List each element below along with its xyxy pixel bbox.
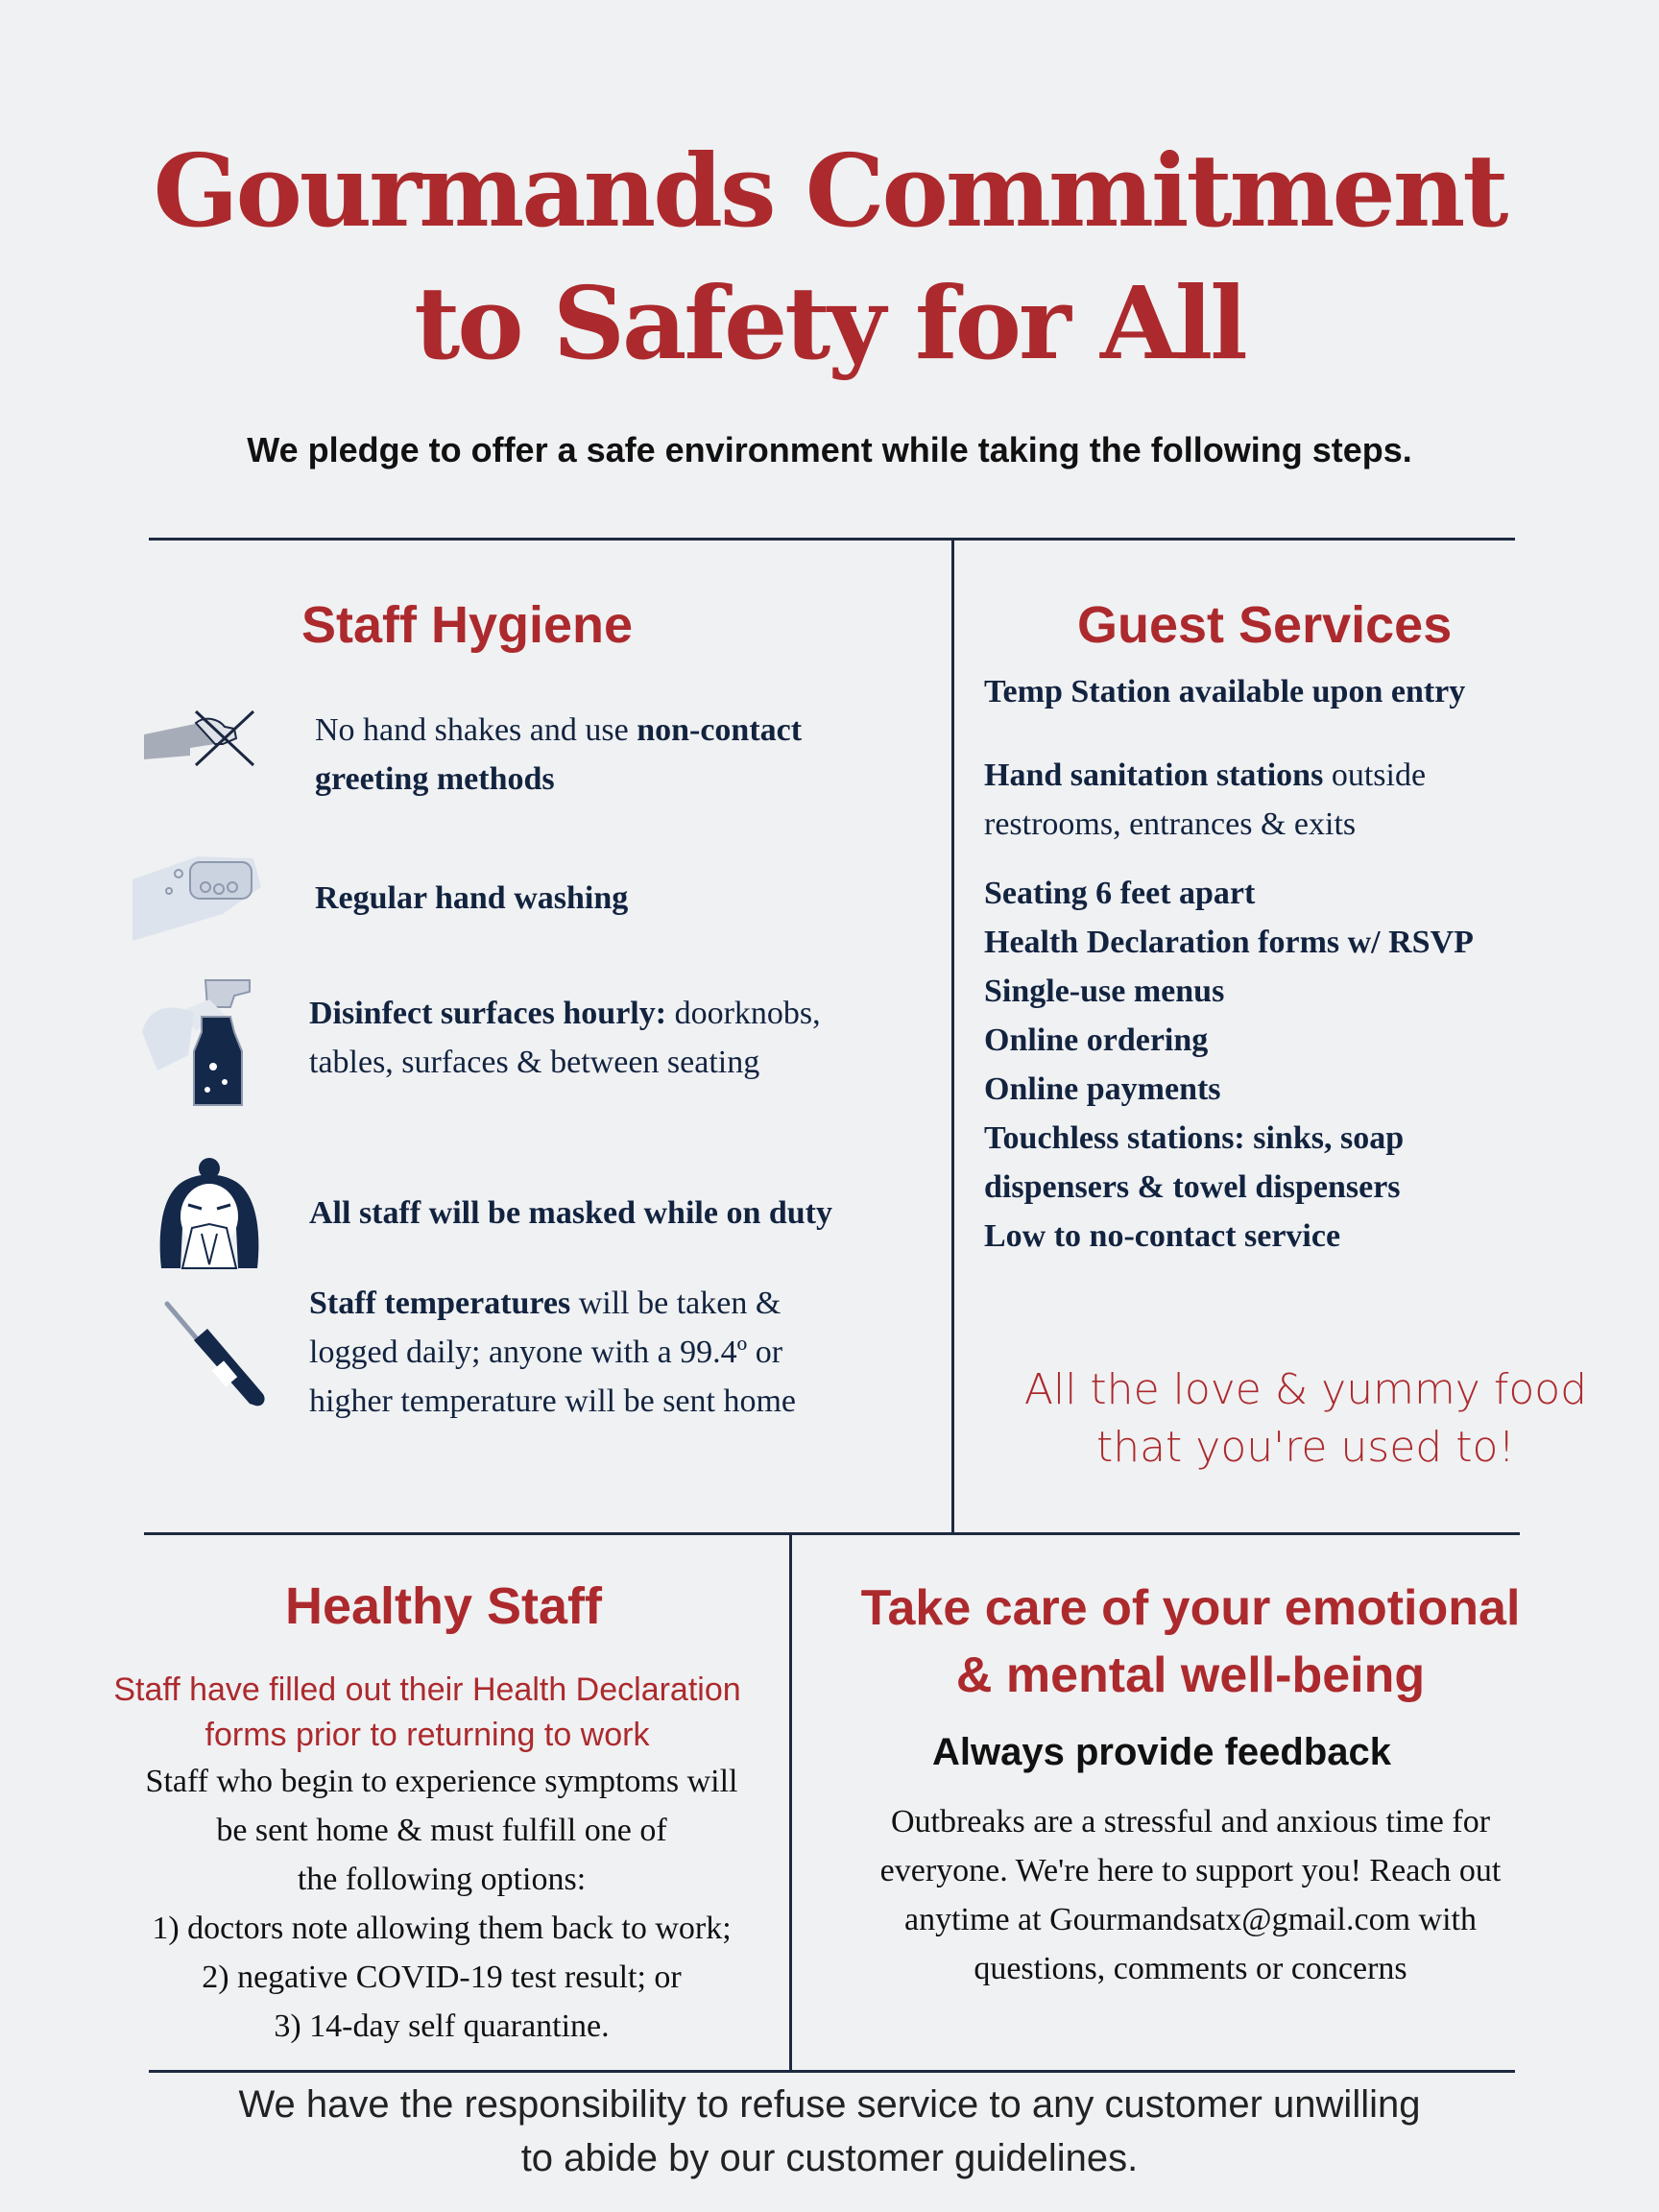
temp-station-text: Temp Station available upon entry [984, 674, 1466, 709]
lower-vertical-divider [789, 1534, 792, 2070]
bottom-divider [149, 2070, 1515, 2073]
list-item: Health Declaration forms w/ RSVP [984, 925, 1474, 960]
guest-services-heading: Guest Services [1077, 596, 1453, 654]
no-handshake-text: No hand shakes and use non-contact greet… [315, 712, 803, 797]
middle-divider [144, 1532, 1520, 1535]
love-tagline: All the love & yummy food that you're us… [1023, 1365, 1588, 1472]
upper-vertical-divider [951, 538, 954, 1533]
temperature-text: Staff temperatures will be taken & logge… [309, 1286, 796, 1419]
wellbeing-text: Outbreaks are a stressful and anxious ti… [879, 1804, 1502, 1986]
footer-note: We have the responsibility to refuse ser… [238, 2083, 1421, 2179]
list-item: Online ordering [984, 1022, 1209, 1058]
spray-bottle-icon [142, 979, 251, 1106]
no-handshake-icon [144, 709, 255, 767]
health-declaration-note: Staff have filled out their Health Decla… [113, 1671, 741, 1753]
disinfect-text: Disinfect surfaces hourly: doorknobs, ta… [309, 996, 821, 1080]
list-item: Single-use menus [984, 974, 1225, 1009]
wellbeing-heading: Take care of your emotional & mental wel… [860, 1580, 1521, 1703]
page-title-line-2: to Safety for All [414, 264, 1248, 382]
list-item: Seating 6 feet apart [984, 876, 1256, 911]
feedback-subheading: Always provide feedback [932, 1731, 1391, 1773]
hand-sanitation-text: Hand sanitation stations outside restroo… [984, 757, 1427, 842]
hand-washing-text: Regular hand washing [315, 880, 629, 916]
top-divider [149, 538, 1515, 541]
page-subtitle: We pledge to offer a safe environment wh… [247, 430, 1412, 469]
list-item: dispensers & towel dispensers [984, 1169, 1401, 1205]
guest-services-list: Seating 6 feet apart Health Declaration … [984, 869, 1618, 1261]
healthy-staff-heading: Healthy Staff [284, 1577, 603, 1635]
masked-text: All staff will be masked while on duty [309, 1195, 832, 1231]
staff-hygiene-heading: Staff Hygiene [301, 596, 634, 654]
list-item: Touchless stations: sinks, soap [984, 1120, 1405, 1156]
list-item: Online payments [984, 1071, 1221, 1107]
page-title-line-1: Gourmands Commitment [153, 132, 1509, 250]
masked-person-icon [159, 1158, 259, 1269]
thermometer-icon [164, 1301, 265, 1407]
healthy-staff-options: Staff who begin to experience symptoms w… [145, 1764, 738, 2044]
hand-washing-icon [132, 856, 261, 941]
list-item: Low to no-contact service [984, 1218, 1341, 1254]
